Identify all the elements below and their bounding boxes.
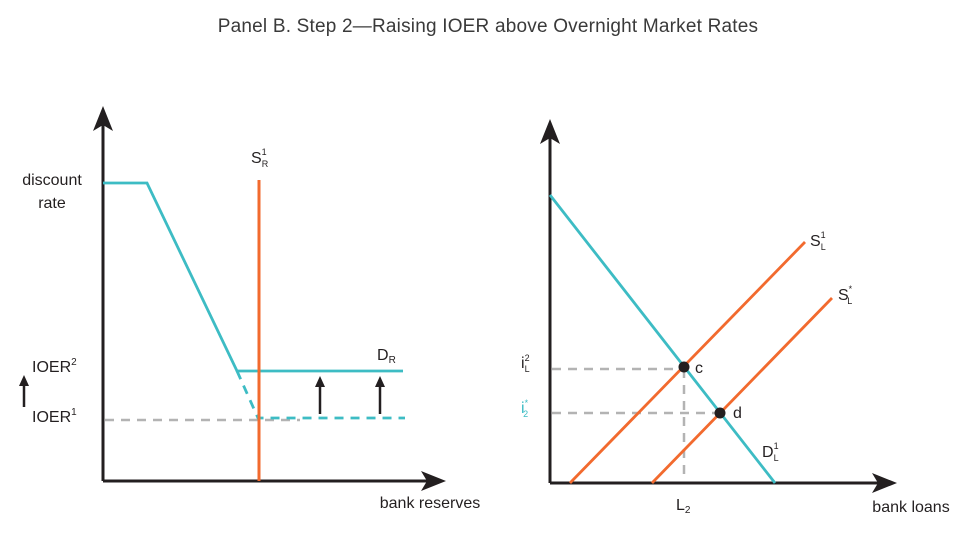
discount-rate-label-line2: rate bbox=[38, 195, 66, 212]
supply-curve-sl1 bbox=[568, 241, 807, 484]
left-x-axis-label: bank reserves bbox=[380, 495, 481, 512]
shift-arrow-2-head bbox=[375, 376, 385, 387]
supply-sl1-label: S1 L bbox=[810, 230, 826, 252]
i2-label: i2 L bbox=[521, 353, 530, 374]
point-d-label: d bbox=[733, 405, 742, 422]
supply-curve-sl-star bbox=[650, 297, 834, 484]
discount-rate-label-line1: discount bbox=[22, 172, 82, 189]
right-x-axis-arrowhead bbox=[872, 473, 897, 493]
panel-title: Panel B. Step 2—Raising IOER above Overn… bbox=[217, 16, 759, 37]
right-panel: c d i2 L i* 2 S1 L S* L D1 L L2 bank loans bbox=[521, 119, 950, 516]
demand-dr-label: DR bbox=[377, 347, 396, 366]
demand-curve-dr bbox=[103, 181, 403, 373]
left-y-axis-arrowhead bbox=[93, 106, 113, 131]
ioer-raise-arrow-head bbox=[19, 375, 29, 386]
equilibrium-point-c bbox=[678, 361, 690, 373]
supply-sr-label: S1 R bbox=[251, 147, 269, 169]
shift-arrow-1-head bbox=[315, 376, 325, 387]
ioer1-label: IOER1 bbox=[32, 407, 77, 426]
supply-sl-star-label: S* L bbox=[838, 284, 853, 306]
istar-label: i* 2 bbox=[521, 398, 529, 419]
right-x-axis-label: bank loans bbox=[872, 499, 949, 516]
right-y-axis-arrowhead bbox=[540, 119, 560, 144]
left-panel: discount rate IOER2 IOER1 S1 R DR bank re… bbox=[19, 106, 480, 512]
demand-dl-label: D1 L bbox=[762, 441, 779, 463]
equilibrium-point-d bbox=[714, 407, 726, 419]
l2-tick-label: L2 bbox=[676, 497, 691, 516]
point-c-label: c bbox=[695, 360, 703, 377]
ioer2-label: IOER2 bbox=[32, 357, 77, 376]
left-x-axis-arrowhead bbox=[421, 471, 446, 491]
demand-curve-dl bbox=[548, 194, 777, 484]
